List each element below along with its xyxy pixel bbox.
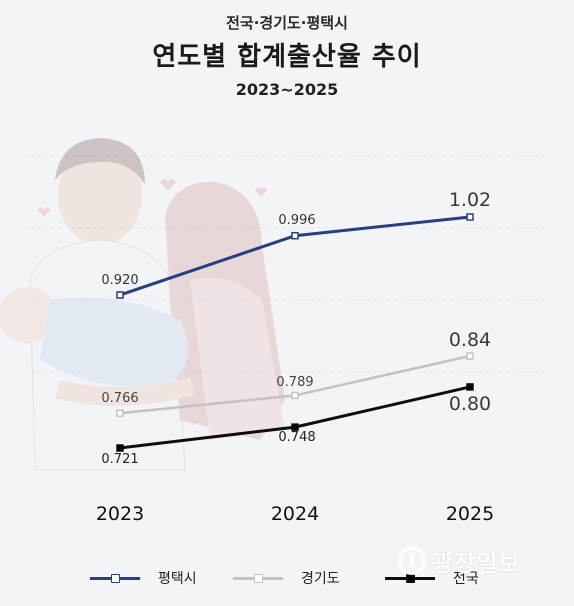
data-point	[116, 444, 124, 452]
legend-swatch	[90, 573, 140, 583]
data-point	[291, 391, 299, 400]
legend-label: 경기도	[301, 571, 340, 587]
series-line-0	[119, 215, 471, 297]
data-label: 0.996	[278, 213, 315, 228]
watermark-text: 광장일보	[432, 551, 521, 577]
data-label: 0.920	[101, 273, 138, 288]
data-point	[466, 352, 474, 360]
legend-label: 전국	[453, 571, 479, 587]
data-point	[466, 213, 474, 221]
data-label: 0.84	[449, 329, 491, 351]
x-tick-label: 2024	[271, 503, 319, 525]
data-point	[116, 409, 124, 417]
data-label: 0.80	[449, 393, 491, 415]
data-label: 0.766	[101, 391, 138, 406]
data-point	[466, 383, 474, 391]
chart-subtitle: 전국·경기도·평택시	[226, 14, 348, 32]
logo-icon	[398, 547, 426, 575]
chart-title: 연도별 합계출산율 추이	[152, 42, 422, 72]
legend-item: 경기도	[233, 566, 340, 590]
data-label: 0.789	[276, 375, 313, 390]
x-tick-label: 2025	[446, 503, 494, 525]
x-tick-label: 2023	[96, 503, 144, 525]
chart-period: 2023~2025	[235, 80, 339, 99]
data-label: 0.721	[101, 452, 138, 467]
watermark-logo: 광장일보	[398, 544, 521, 578]
data-point	[291, 231, 299, 240]
data-label: 1.02	[449, 189, 491, 211]
legend-swatch	[233, 573, 283, 583]
legend-item: 평택시	[90, 566, 197, 590]
data-point	[116, 291, 124, 299]
data-label: 0.748	[278, 430, 315, 445]
legend-label: 평택시	[158, 571, 197, 587]
data-point	[291, 423, 299, 431]
